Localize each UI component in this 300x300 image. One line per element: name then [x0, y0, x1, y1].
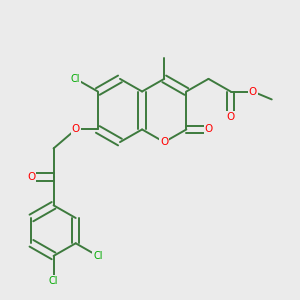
Text: Cl: Cl — [71, 74, 80, 84]
Text: O: O — [160, 137, 168, 147]
Text: O: O — [226, 112, 235, 122]
Text: Cl: Cl — [49, 276, 58, 286]
Text: O: O — [27, 172, 36, 182]
Text: O: O — [72, 124, 80, 134]
Text: O: O — [204, 124, 213, 134]
Text: Cl: Cl — [93, 251, 103, 261]
Text: O: O — [249, 86, 257, 97]
